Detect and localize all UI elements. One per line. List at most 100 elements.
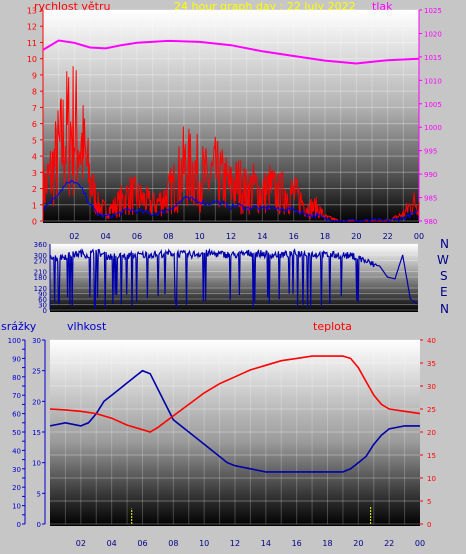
humidity-axis-label-0: 0 xyxy=(37,521,41,529)
bot-x-tick-00: 00 xyxy=(415,539,425,548)
top-x-tick-04: 04 xyxy=(101,232,111,241)
direction-axis-label-90: 90 xyxy=(38,291,47,299)
top-x-tick-18: 18 xyxy=(320,232,330,241)
dir-letter-n-top: N xyxy=(440,237,449,251)
rain-axis-label-50: 50 xyxy=(12,429,21,437)
graph-title: 24 hour graph day : 22 July 2022 xyxy=(174,0,356,13)
wind-axis-label-10: 10 xyxy=(27,55,37,64)
temperature-axis-label-0: 0 xyxy=(427,521,431,529)
wind-axis-label-7: 7 xyxy=(32,104,37,113)
dir-letter-w: W xyxy=(437,253,449,267)
humidity-line xyxy=(49,369,420,473)
rain-axis-label-70: 70 xyxy=(12,392,21,400)
rain-axis-label-30: 30 xyxy=(12,466,21,474)
temperature-axis-label-25: 25 xyxy=(427,406,436,414)
bot-x-tick-06: 06 xyxy=(137,539,147,548)
top-x-tick-12: 12 xyxy=(226,232,236,241)
temperature-line xyxy=(49,355,421,433)
direction-axis-label-30: 30 xyxy=(38,302,47,310)
bot-x-tick-08: 08 xyxy=(168,539,178,548)
top-x-tick-10: 10 xyxy=(195,232,205,241)
temperature-axis-label-20: 20 xyxy=(427,429,436,437)
direction-axis-label-0: 0 xyxy=(43,307,47,315)
temperature-axis-label-10: 10 xyxy=(427,475,436,483)
direction-axis-label-120: 120 xyxy=(34,285,47,293)
wind-axis-label-2: 2 xyxy=(32,185,37,194)
pressure-line xyxy=(42,39,420,65)
pressure-label: tlak xyxy=(372,0,393,13)
temperature-axis-label-5: 5 xyxy=(427,498,431,506)
direction-axis-label-210: 210 xyxy=(34,269,47,277)
temperature-axis-label-40: 40 xyxy=(427,337,436,345)
humidity-label: vlhkost xyxy=(67,320,107,333)
rain-axis-label-60: 60 xyxy=(12,411,21,419)
pressure-axis-label-995: 995 xyxy=(424,148,437,156)
direction-axis-label-270: 270 xyxy=(34,258,47,266)
wind-axis-label-5: 5 xyxy=(32,136,37,145)
bot-x-tick-20: 20 xyxy=(353,539,363,548)
top-x-tick-00: 00 xyxy=(414,232,424,241)
wind-axis-label-8: 8 xyxy=(32,88,37,97)
temperature-label: teplota xyxy=(313,320,352,333)
pressure-axis-label-1020: 1020 xyxy=(424,30,442,38)
wind-axis-label-4: 4 xyxy=(32,153,37,162)
wind-direction-line xyxy=(49,247,418,310)
rain-label: srážky xyxy=(1,320,37,333)
humidity-axis-label-25: 25 xyxy=(32,368,41,376)
rain-axis-label-90: 90 xyxy=(12,355,21,363)
top-x-tick-22: 22 xyxy=(383,232,393,241)
temperature-axis-label-15: 15 xyxy=(427,452,436,460)
rain-axis-label-0: 0 xyxy=(17,521,21,529)
wind-axis-label-13: 13 xyxy=(27,7,37,16)
dir-letter-e: E xyxy=(440,285,448,299)
pressure-axis-label-1000: 1000 xyxy=(424,124,442,132)
pressure-axis-label-1005: 1005 xyxy=(424,101,442,109)
top-x-tick-02: 02 xyxy=(69,232,79,241)
wind-axis-label-12: 12 xyxy=(27,23,37,32)
wind-axis-label-3: 3 xyxy=(32,169,37,178)
direction-axis-label-60: 60 xyxy=(38,296,47,304)
pressure-axis-label-1015: 1015 xyxy=(424,54,442,62)
bot-x-tick-04: 04 xyxy=(107,539,117,548)
humidity-axis-label-15: 15 xyxy=(32,429,41,437)
rain-axis-label-100: 100 xyxy=(8,337,21,345)
wind-axis-label-1: 1 xyxy=(32,201,37,210)
bot-x-tick-18: 18 xyxy=(322,539,332,548)
wind-axis-label-0: 0 xyxy=(32,218,37,227)
direction-axis-label-180: 180 xyxy=(34,274,47,282)
rain-axis-label-80: 80 xyxy=(12,374,21,382)
pressure-axis-label-1010: 1010 xyxy=(424,77,442,85)
direction-axis-label-360: 360 xyxy=(34,241,47,249)
humidity-axis-label-30: 30 xyxy=(32,337,41,345)
bot-x-tick-16: 16 xyxy=(292,539,302,548)
bot-x-tick-14: 14 xyxy=(261,539,271,548)
wind-axis-label-6: 6 xyxy=(32,120,37,129)
rain-axis-label-10: 10 xyxy=(12,503,21,511)
pressure-axis-label-1025: 1025 xyxy=(424,7,442,15)
bot-x-tick-12: 12 xyxy=(230,539,240,548)
humidity-axis-label-20: 20 xyxy=(32,398,41,406)
temperature-axis-label-35: 35 xyxy=(427,360,436,368)
direction-axis-label-300: 300 xyxy=(34,252,47,260)
wind-average-line xyxy=(42,180,418,222)
bot-x-tick-10: 10 xyxy=(199,539,209,548)
wind-axis-label-9: 9 xyxy=(32,71,37,80)
pressure-axis-label-990: 990 xyxy=(424,171,437,179)
top-x-tick-20: 20 xyxy=(351,232,361,241)
humidity-axis-label-5: 5 xyxy=(37,490,41,498)
temp-humidity-panel xyxy=(50,340,420,526)
temperature-axis-label-30: 30 xyxy=(427,383,436,391)
pressure-axis-label-985: 985 xyxy=(424,195,437,203)
dir-letter-n-bottom: N xyxy=(440,302,449,316)
wind-pressure-chart: 0123456789101112139809859909951000100510… xyxy=(27,7,442,242)
dir-letter-s: S xyxy=(440,269,448,283)
bot-x-tick-22: 22 xyxy=(384,539,394,548)
humidity-axis-label-10: 10 xyxy=(32,460,41,468)
pressure-axis-label-980: 980 xyxy=(424,218,437,226)
top-x-tick-14: 14 xyxy=(257,232,267,241)
temp-humidity-chart: 0 5 10 15 20 25 30 35 40 0 5 10 15 20 25 30 0 10 20 30 40 50 6… xyxy=(8,337,436,548)
bot-x-tick-02: 02 xyxy=(76,539,86,548)
rain-axis-label-40: 40 xyxy=(12,447,21,455)
